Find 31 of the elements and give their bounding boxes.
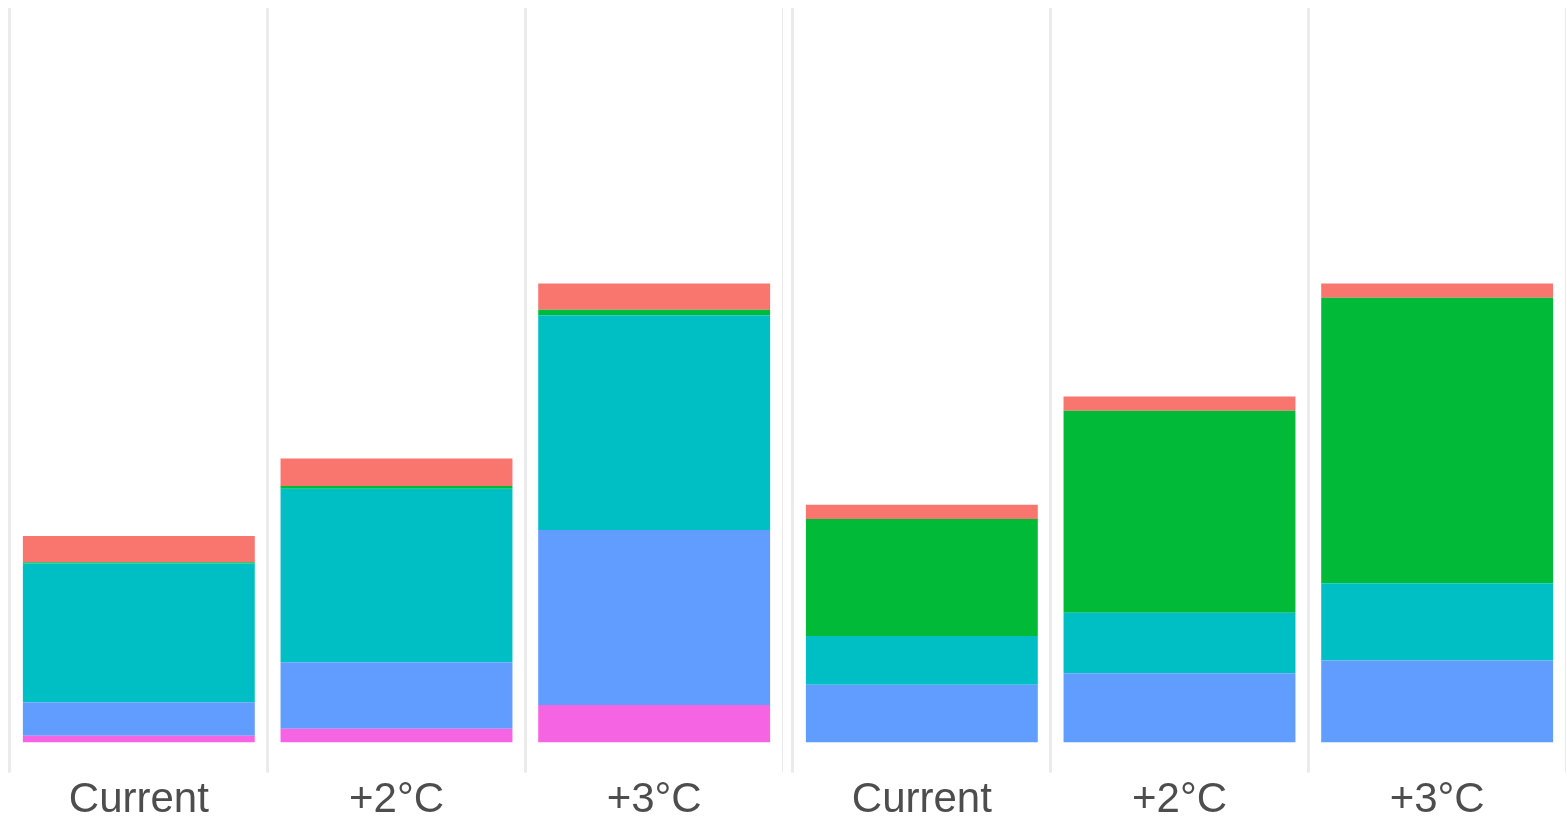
x-tick-label: Current (851, 774, 993, 822)
bar (280, 488, 513, 663)
bar (538, 530, 771, 705)
bar (280, 662, 513, 729)
bar (1321, 283, 1554, 298)
bar (538, 309, 771, 316)
bar (1321, 583, 1554, 661)
bar (22, 535, 255, 563)
x-tick-label: +3°C (1389, 774, 1485, 822)
bar (1063, 673, 1296, 743)
bar (805, 519, 1038, 637)
bar (1321, 297, 1554, 584)
x-tick-label: +2°C (1131, 774, 1228, 822)
bar (538, 315, 771, 531)
bar (22, 563, 255, 703)
x-tick-label: Current (68, 774, 210, 822)
bar (538, 283, 771, 310)
bar (805, 684, 1038, 743)
x-tick-label: +2°C (348, 774, 445, 822)
bar (280, 485, 513, 489)
bar (538, 704, 771, 743)
bar (805, 636, 1038, 685)
bar (22, 702, 255, 736)
bar (1063, 410, 1296, 613)
bar (280, 728, 513, 743)
bar (1063, 612, 1296, 674)
bar (805, 504, 1038, 520)
bar (280, 458, 513, 486)
bar (1321, 660, 1554, 743)
bar (1063, 396, 1296, 411)
x-tick-label: +3°C (606, 774, 702, 822)
